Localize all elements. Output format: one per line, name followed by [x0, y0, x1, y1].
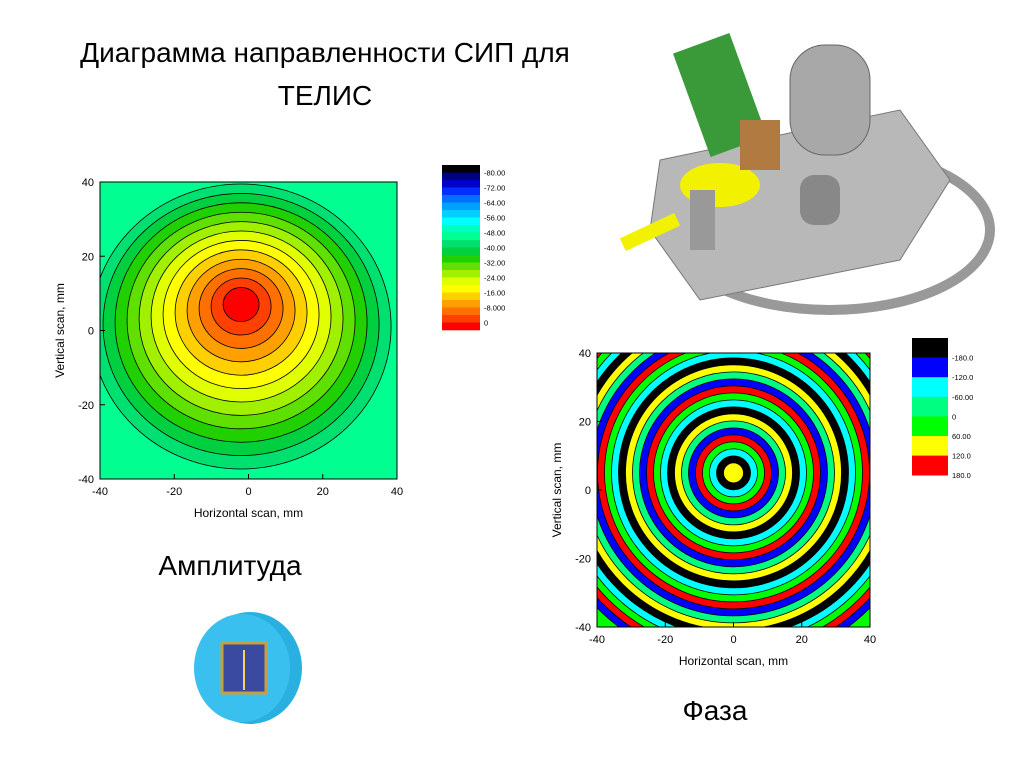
colorbar-label: 0: [484, 319, 488, 328]
colorbar-cell: [442, 210, 480, 218]
colorbar-cell: [442, 255, 480, 263]
colorbar-cell: [442, 202, 480, 211]
colorbar-label: 120.0: [952, 452, 971, 461]
colorbar-label: -48.00: [484, 229, 505, 238]
x-tick-label: 40: [864, 634, 876, 646]
colorbar-label: -40.00: [484, 244, 505, 253]
contour-band: [723, 462, 744, 484]
title-line: Диаграмма направленности СИП для: [80, 37, 570, 68]
x-tick-label: -20: [657, 634, 673, 646]
x-tick-label: 20: [317, 486, 329, 498]
colorbar-cell: [442, 240, 480, 248]
colorbar-cell: [912, 357, 948, 378]
y-axis-label: Vertical scan, mm: [53, 283, 67, 378]
colorbar-cell: [442, 180, 480, 188]
colorbar-cell: [912, 338, 948, 358]
colorbar-cell: [442, 217, 480, 226]
y-tick-label: 20: [579, 417, 591, 429]
x-tick-label: 40: [391, 486, 403, 498]
y-tick-label: 0: [585, 485, 591, 497]
colorbar-label: -72.00: [484, 184, 505, 193]
colorbar-label: 0: [952, 412, 956, 421]
colorbar-label: -8.000: [484, 304, 505, 313]
colorbar-cell: [442, 172, 480, 181]
colorbar-cell: [442, 165, 480, 173]
colorbar-cell: [912, 416, 948, 437]
contour-plot: -40 -20 0 20 40 -40 -20 0 20 40 Horizontal scan, m…: [550, 338, 973, 726]
y-tick-label: -20: [575, 554, 591, 566]
y-tick-label: 40: [82, 177, 94, 189]
contour-image: [597, 353, 870, 627]
colorbar-cell: [442, 315, 480, 323]
x-tick-label: -40: [589, 634, 605, 646]
title-line: ТЕЛИС: [278, 80, 373, 111]
colorbar-cell: [442, 277, 480, 286]
colorbar-label: -32.00: [484, 259, 505, 268]
plot-caption: Амплитуда: [158, 550, 302, 581]
y-tick-label: -40: [575, 622, 591, 634]
colorbar-label: -120.0: [952, 373, 973, 382]
detector-image: [194, 612, 302, 724]
colorbar-cell: [912, 377, 948, 398]
colorbar-cell: [442, 322, 480, 331]
colorbar-cell: [442, 292, 480, 301]
y-tick-label: 20: [82, 251, 94, 263]
y-tick-label: 40: [579, 348, 591, 360]
y-tick-label: -20: [78, 400, 94, 412]
colorbar-cell: [442, 247, 480, 256]
colorbar-label: -56.00: [484, 214, 505, 223]
colorbar-cell: [912, 396, 948, 417]
x-tick-label: -40: [92, 486, 108, 498]
y-tick-label: 0: [88, 326, 94, 338]
contour-plot: -40 -20 0 20 40 -40 -20 0 20 40 Horizontal scan, m…: [53, 165, 505, 581]
x-tick-label: 20: [796, 634, 808, 646]
colorbar-cell: [442, 285, 480, 293]
y-tick-label: -40: [78, 474, 94, 486]
plot-caption: Фаза: [683, 695, 748, 726]
contour-band: [222, 287, 260, 323]
colorbar-label: -64.00: [484, 199, 505, 208]
colorbar-label: -80.00: [484, 169, 505, 178]
colorbar-cell: [442, 232, 480, 241]
x-tick-label: 0: [245, 486, 251, 498]
instrument-image: [619, 33, 995, 315]
colorbar-label: 60.00: [952, 432, 971, 441]
colorbar-cell: [442, 187, 480, 196]
x-axis-label: Horizontal scan, mm: [194, 506, 303, 520]
colorbar-label: -180.0: [952, 354, 973, 363]
colorbar-cell: [442, 270, 480, 278]
x-tick-label: -20: [166, 486, 182, 498]
contour-image: [100, 182, 397, 479]
colorbar-label: -16.00: [484, 289, 505, 298]
colorbar-cell: [442, 195, 480, 203]
colorbar-label: -24.00: [484, 274, 505, 283]
colorbar-label: -60.00: [952, 393, 973, 402]
colorbar-label: 180.0: [952, 471, 971, 480]
x-axis-label: Horizontal scan, mm: [679, 654, 788, 668]
y-axis-label: Vertical scan, mm: [550, 443, 564, 538]
colorbar-cell: [912, 455, 948, 476]
colorbar-cell: [442, 225, 480, 233]
colorbar-cell: [912, 436, 948, 456]
colorbar-cell: [442, 300, 480, 308]
colorbar-cell: [442, 307, 480, 316]
x-tick-label: 0: [730, 634, 736, 646]
colorbar-cell: [442, 262, 480, 271]
